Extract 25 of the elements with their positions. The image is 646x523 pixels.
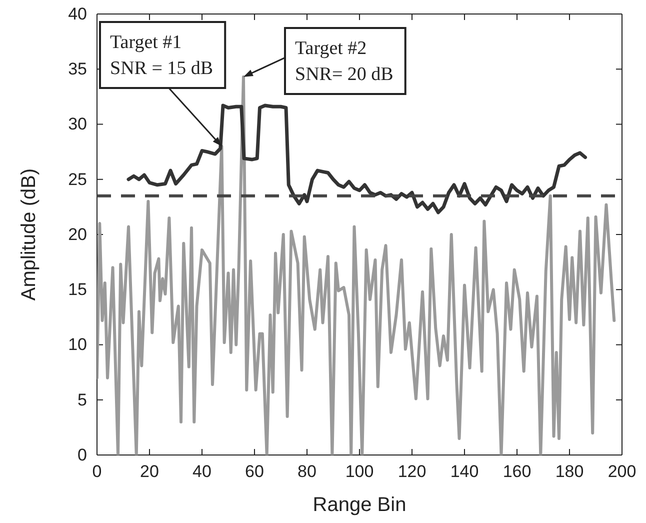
annotation: Target #2 SNR= 20 dB: [295, 38, 394, 85]
x-tick-label: 40: [192, 462, 212, 482]
line-series: [126, 104, 587, 214]
y-tick-label: 5: [78, 390, 87, 410]
x-tick-label: 180: [555, 462, 584, 482]
x-tick-label: 0: [92, 462, 102, 482]
x-tick-label: 100: [345, 462, 374, 482]
y-tick-label: 10: [68, 335, 87, 354]
y-tick-label: 40: [68, 4, 87, 24]
annotation: Target #1 SNR = 15 dB: [110, 32, 214, 79]
y-tick-label: 0: [78, 445, 87, 464]
x-tick-label: 60: [245, 462, 264, 482]
x-axis-title: Range Bin: [312, 494, 406, 516]
y-axis-title: Amplitude (dB): [18, 168, 40, 301]
x-tick-label: 120: [398, 462, 426, 482]
x-tick-label: 140: [450, 462, 479, 482]
y-tick-label: 15: [68, 280, 87, 300]
y-tick-label: 20: [68, 224, 87, 244]
y-tick-label: 25: [68, 170, 87, 189]
x-tick-label: 20: [140, 462, 159, 482]
y-tick-label: 35: [68, 60, 87, 79]
x-tick-label: 80: [298, 462, 316, 482]
x-tick-label: 200: [608, 462, 636, 482]
x-tick-label: 160: [502, 462, 532, 482]
y-tick-label: 30: [68, 114, 87, 134]
